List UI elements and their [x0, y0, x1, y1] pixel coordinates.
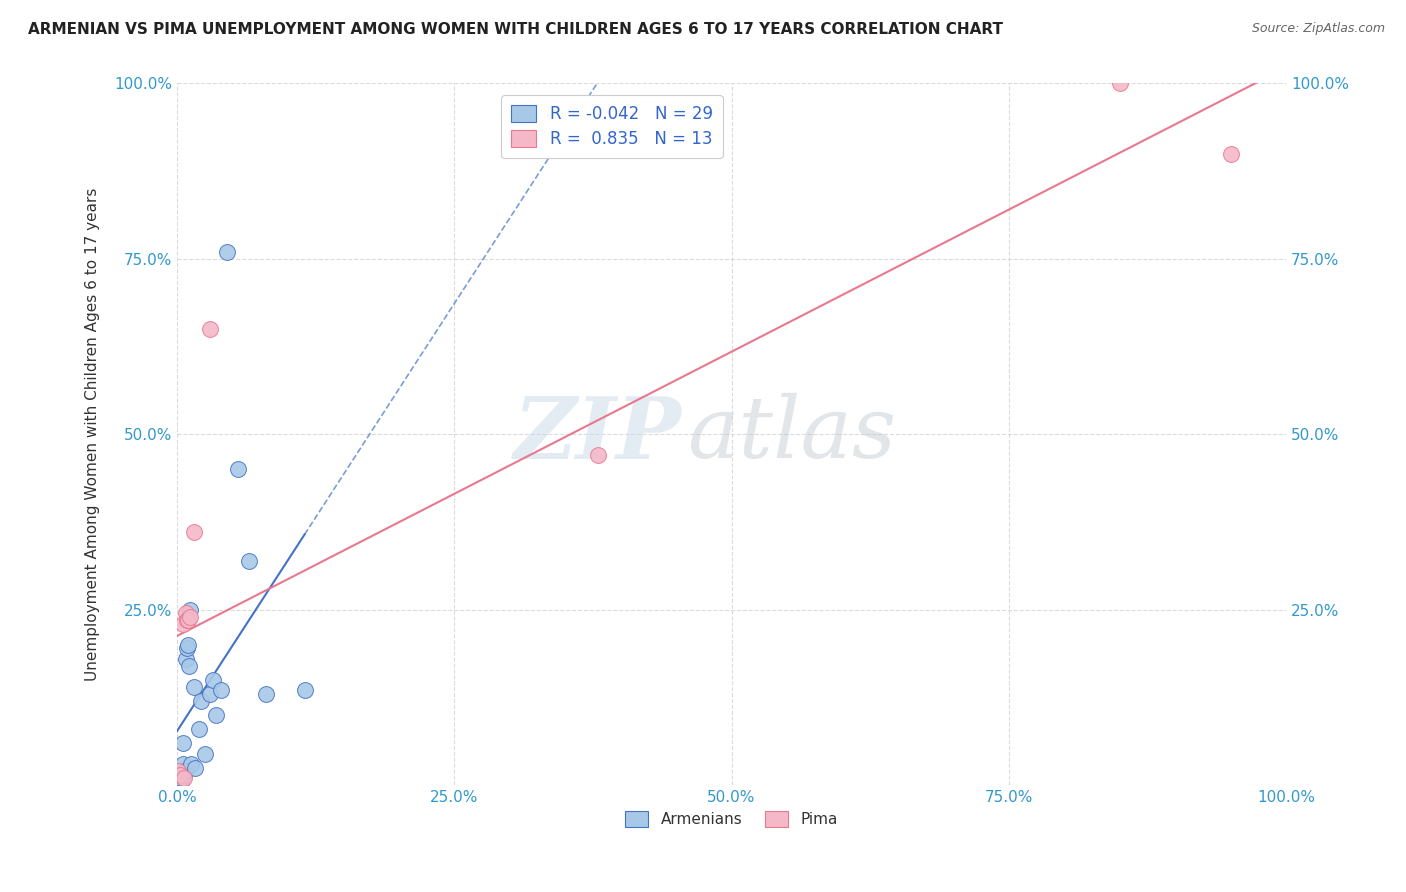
Point	[170, 774, 193, 789]
Point	[200, 322, 222, 336]
Point	[169, 767, 191, 781]
Text: ARMENIAN VS PIMA UNEMPLOYMENT AMONG WOMEN WITH CHILDREN AGES 6 TO 17 YEARS CORRE: ARMENIAN VS PIMA UNEMPLOYMENT AMONG WOME…	[28, 22, 1002, 37]
Point	[209, 683, 232, 698]
Point	[172, 736, 194, 750]
Point	[167, 774, 190, 789]
Y-axis label: Unemployment Among Women with Children Ages 6 to 17 years: Unemployment Among Women with Children A…	[86, 187, 100, 681]
Text: atlas: atlas	[688, 393, 896, 475]
Point	[588, 448, 610, 462]
Point	[201, 673, 224, 687]
Text: ZIP: ZIP	[513, 392, 682, 476]
Point	[169, 764, 191, 778]
Point	[173, 767, 195, 781]
Point	[167, 764, 190, 778]
Point	[1108, 77, 1130, 91]
Point	[188, 722, 211, 736]
Point	[173, 771, 195, 785]
Point	[190, 694, 212, 708]
Point	[180, 757, 202, 772]
Point	[215, 244, 238, 259]
Point	[176, 641, 198, 656]
Point	[1219, 146, 1241, 161]
Point	[294, 683, 316, 698]
Point	[200, 687, 222, 701]
Point	[184, 760, 207, 774]
Point	[179, 658, 201, 673]
Point	[179, 609, 201, 624]
Legend: Armenians, Pima: Armenians, Pima	[619, 805, 844, 834]
Point	[177, 613, 200, 627]
Point	[226, 462, 249, 476]
Point	[173, 764, 195, 778]
Point	[176, 613, 198, 627]
Point	[194, 747, 217, 761]
Point	[254, 687, 277, 701]
Point	[177, 638, 200, 652]
Point	[172, 757, 194, 772]
Point	[174, 606, 197, 620]
Point	[170, 771, 193, 785]
Text: Source: ZipAtlas.com: Source: ZipAtlas.com	[1251, 22, 1385, 36]
Point	[205, 707, 228, 722]
Point	[183, 680, 205, 694]
Point	[179, 602, 201, 616]
Point	[172, 616, 194, 631]
Point	[238, 553, 260, 567]
Point	[183, 525, 205, 540]
Point	[169, 767, 191, 781]
Point	[174, 652, 197, 666]
